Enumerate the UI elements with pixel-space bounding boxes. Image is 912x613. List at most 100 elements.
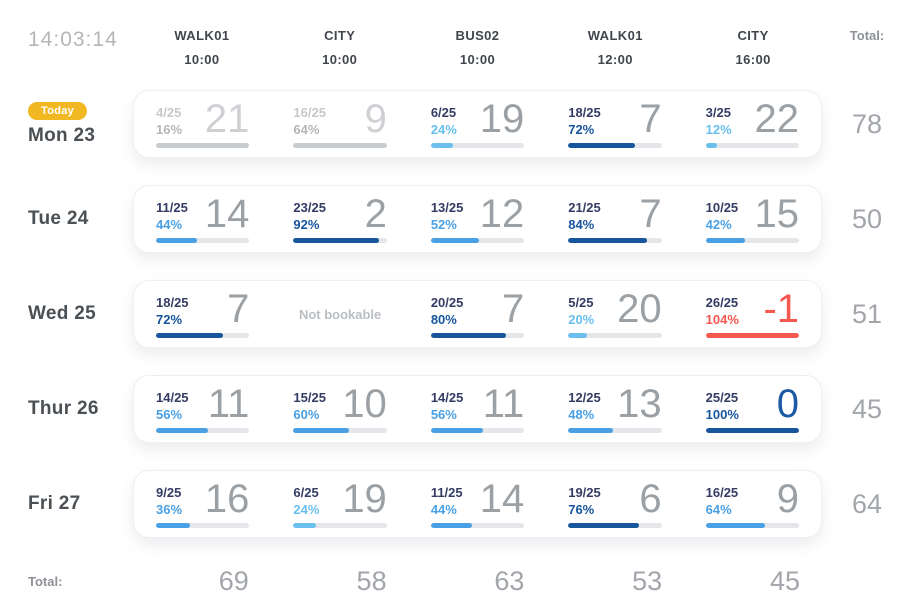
slot-cell[interactable]: 16/25 64% 9 <box>271 91 408 157</box>
available-count: 19 <box>342 476 387 521</box>
day-card: 14/25 56% 11 15/25 60% 10 14/25 56% 11 12/25 48% 13… <box>133 375 822 443</box>
booked-fraction: 14/25 <box>430 389 464 405</box>
occupancy-percent: 52% <box>430 216 457 232</box>
day-row: Wed 25 18/25 72% 7 Not bookable 20/25 80% 7 5/25… <box>0 280 912 348</box>
available-count: 19 <box>479 96 525 141</box>
day-row: Fri 27 9/25 36% 16 6/25 24% 19 11/25 44% 14 19/25 7… <box>0 470 912 538</box>
available-count: 15 <box>754 191 800 236</box>
available-count: 2 <box>364 191 387 236</box>
table-footer: Total: 69 58 63 53 45 <box>0 565 912 597</box>
slot-cell[interactable]: 26/25 104% -1 <box>684 281 821 347</box>
occupancy-bar <box>568 237 662 243</box>
occupancy-bar <box>430 142 525 148</box>
occupancy-bar <box>156 237 250 243</box>
booked-fraction: 11/25 <box>156 199 188 215</box>
booked-fraction: 3/25 <box>705 104 731 120</box>
booked-fraction: 23/25 <box>293 199 326 215</box>
slot-cell[interactable]: 15/25 60% 10 <box>271 376 408 442</box>
slot-cell[interactable]: 18/25 72% 7 <box>134 281 271 347</box>
slot-cell[interactable]: 16/25 64% 9 <box>684 471 821 537</box>
occupancy-percent: 44% <box>430 501 457 517</box>
occupancy-percent: 76% <box>568 501 595 517</box>
available-count: 9 <box>776 476 800 521</box>
slot-cell[interactable]: 10/25 42% 15 <box>684 186 821 252</box>
occupancy-percent: 104% <box>705 311 739 327</box>
booked-fraction: 16/25 <box>705 484 739 500</box>
slot-cell[interactable]: 13/25 52% 12 <box>409 186 546 252</box>
occupancy-percent: 56% <box>430 406 457 422</box>
booked-fraction: 20/25 <box>430 294 464 310</box>
booked-fraction: 14/25 <box>156 389 189 405</box>
available-count: 21 <box>204 96 250 141</box>
occupancy-bar <box>568 142 662 148</box>
slot-cell[interactable]: 9/25 36% 16 <box>134 471 271 537</box>
slot-cell[interactable]: 4/25 16% 21 <box>134 91 271 157</box>
column-total: 63 <box>494 565 525 596</box>
occupancy-percent: 44% <box>156 216 183 232</box>
day-row: Today Mon 23 4/25 16% 21 16/25 64% 9 6/25 24% 19 18… <box>0 90 912 158</box>
occupancy-bar <box>293 142 387 148</box>
total-column-header: Total: <box>849 28 885 43</box>
day-card: 18/25 72% 7 Not bookable 20/25 80% 7 5/25 20% 20 2… <box>133 280 822 348</box>
day-label: Mon 23 <box>28 124 96 146</box>
column-total: 58 <box>356 565 387 596</box>
column-header-walk01-1000: WALK01 10:00 <box>133 28 271 67</box>
tour-time: 12:00 <box>597 52 633 67</box>
slot-cell[interactable]: 23/25 92% 2 <box>271 186 408 252</box>
slot-cell[interactable]: 6/25 24% 19 <box>409 91 546 157</box>
column-total: 53 <box>632 565 663 596</box>
booked-fraction: 18/25 <box>156 294 189 310</box>
slot-cell[interactable]: 20/25 80% 7 <box>409 281 546 347</box>
booked-fraction: 19/25 <box>568 484 601 500</box>
available-count: 22 <box>754 96 800 141</box>
booked-fraction: 12/25 <box>568 389 601 405</box>
slot-cell[interactable]: 5/25 20% 20 <box>546 281 683 347</box>
occupancy-percent: 48% <box>568 406 595 422</box>
slot-cell[interactable]: 21/25 84% 7 <box>546 186 683 252</box>
column-header-bus02-1000: BUS02 10:00 <box>409 28 547 67</box>
slot-cell-not-bookable: Not bookable <box>271 281 408 347</box>
table-header: 14:03:14 WALK01 10:00 CITY 10:00 BUS02 1… <box>0 28 912 72</box>
occupancy-bar <box>293 522 387 528</box>
occupancy-bar <box>430 237 525 243</box>
occupancy-bar <box>705 522 800 528</box>
occupancy-percent: 20% <box>568 311 595 327</box>
day-label: Wed 25 <box>28 303 96 324</box>
clock: 14:03:14 <box>28 28 118 51</box>
available-count: 16 <box>204 476 250 521</box>
occupancy-bar <box>156 142 250 148</box>
row-total: 45 <box>851 393 883 424</box>
available-count: 7 <box>639 96 662 141</box>
tour-time: 10:00 <box>322 52 358 67</box>
slot-cell[interactable]: 19/25 76% 6 <box>546 471 683 537</box>
occupancy-percent: 72% <box>156 311 183 327</box>
slot-cell[interactable]: 25/25 100% 0 <box>684 376 821 442</box>
day-label: Tue 24 <box>28 208 89 229</box>
slot-cell[interactable]: 14/25 56% 11 <box>134 376 271 442</box>
tour-name: WALK01 <box>174 28 230 43</box>
slot-cell[interactable]: 3/25 12% 22 <box>684 91 821 157</box>
slot-cell[interactable]: 11/25 44% 14 <box>134 186 271 252</box>
tour-name: CITY <box>324 28 356 43</box>
day-card: 4/25 16% 21 16/25 64% 9 6/25 24% 19 18/25 72% 7 3/25… <box>133 90 822 158</box>
slot-cell[interactable]: 14/25 56% 11 <box>409 376 546 442</box>
slot-cell[interactable]: 12/25 48% 13 <box>546 376 683 442</box>
occupancy-percent: 92% <box>293 216 320 232</box>
tour-name: BUS02 <box>455 28 500 43</box>
booked-fraction: 6/25 <box>293 484 319 500</box>
available-count: 9 <box>364 96 387 141</box>
tour-time: 16:00 <box>735 52 771 67</box>
slot-cell[interactable]: 18/25 72% 7 <box>546 91 683 157</box>
slot-cell[interactable]: 11/25 44% 14 <box>409 471 546 537</box>
occupancy-bar <box>430 522 525 528</box>
occupancy-percent: 42% <box>705 216 732 232</box>
booked-fraction: 21/25 <box>568 199 601 215</box>
booked-fraction: 16/25 <box>293 104 326 120</box>
tour-name: WALK01 <box>587 28 643 43</box>
slot-cell[interactable]: 6/25 24% 19 <box>271 471 408 537</box>
column-total: 45 <box>769 565 800 596</box>
day-row: Tue 24 11/25 44% 14 23/25 92% 2 13/25 52% 12 21/25… <box>0 185 912 253</box>
occupancy-percent: 12% <box>705 121 732 137</box>
footer-total-label: Total: <box>28 573 63 589</box>
